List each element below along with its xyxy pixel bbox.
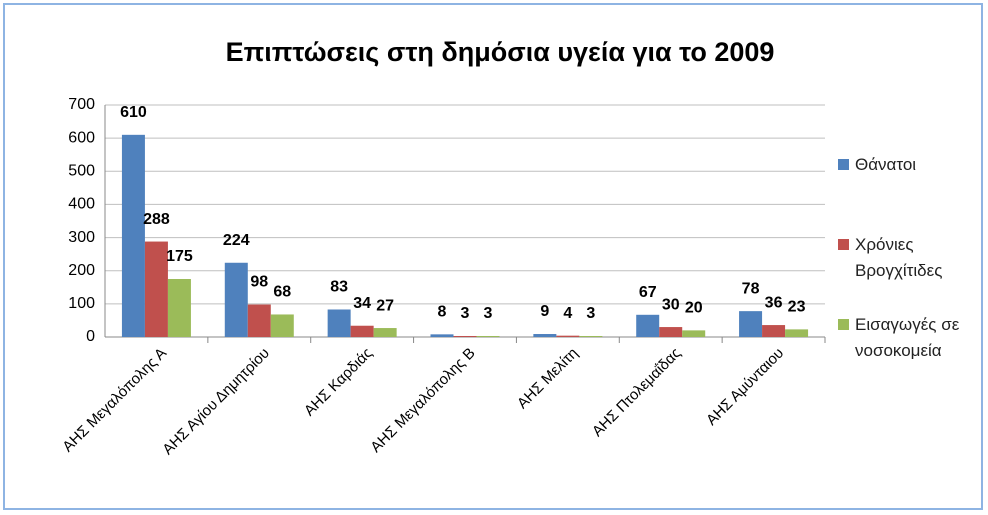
bar — [327, 309, 351, 337]
bar — [144, 241, 168, 337]
value-label: 27 — [376, 297, 394, 314]
chart-title: Επιπτώσεις στη δημόσια υγεία για το 2009 — [226, 37, 775, 67]
bar — [453, 336, 477, 337]
y-tick-label: 500 — [68, 163, 95, 180]
legend-label: Εισαγωγές σε νοσοκομεία — [855, 315, 960, 360]
bar — [167, 279, 191, 337]
legend-item: Θάνατοι — [838, 152, 980, 178]
value-label: 34 — [353, 295, 371, 312]
value-label: 98 — [250, 274, 268, 291]
bar — [636, 314, 660, 337]
value-label: 288 — [143, 211, 170, 228]
value-label: 610 — [120, 104, 147, 121]
bar — [476, 336, 500, 337]
legend-swatch — [838, 319, 849, 330]
value-label: 3 — [586, 305, 595, 322]
legend-label: Θάνατοι — [855, 155, 917, 174]
y-tick-label: 0 — [86, 328, 95, 345]
value-label: 3 — [484, 305, 493, 322]
value-label: 9 — [540, 303, 549, 320]
value-label: 67 — [639, 284, 657, 301]
bar — [659, 327, 683, 337]
value-label: 68 — [273, 284, 291, 301]
bar — [579, 336, 603, 337]
value-label: 36 — [765, 294, 783, 311]
value-label: 8 — [438, 304, 447, 321]
legend-swatch — [838, 239, 849, 250]
bar — [350, 325, 374, 337]
legend-item: Χρόνιες Βρογχίτιδες — [838, 232, 980, 284]
bar — [739, 311, 763, 337]
value-label: 83 — [330, 279, 348, 296]
legend-swatch — [838, 159, 849, 170]
bar — [762, 325, 786, 337]
bar — [373, 328, 397, 337]
bar — [121, 134, 145, 337]
bar — [682, 330, 706, 337]
value-label: 224 — [223, 232, 250, 249]
y-tick-label: 600 — [68, 129, 95, 146]
bar — [247, 304, 271, 337]
bar — [556, 335, 580, 337]
bar — [533, 334, 557, 337]
bar — [430, 334, 454, 337]
bar — [224, 262, 248, 337]
y-tick-label: 400 — [68, 196, 95, 213]
value-label: 20 — [685, 300, 703, 317]
y-tick-label: 200 — [68, 262, 95, 279]
value-label: 23 — [788, 299, 806, 316]
value-label: 3 — [461, 305, 470, 322]
y-tick-label: 300 — [68, 229, 95, 246]
legend-item: Εισαγωγές σε νοσοκομεία — [838, 312, 980, 364]
y-tick-label: 100 — [68, 295, 95, 312]
legend-label: Χρόνιες Βρογχίτιδες — [855, 235, 943, 280]
value-label: 30 — [662, 296, 680, 313]
value-label: 175 — [166, 248, 193, 265]
value-label: 4 — [563, 305, 572, 322]
value-label: 78 — [742, 280, 760, 297]
y-tick-label: 700 — [68, 96, 95, 113]
bar — [270, 314, 294, 337]
bar — [785, 329, 809, 337]
